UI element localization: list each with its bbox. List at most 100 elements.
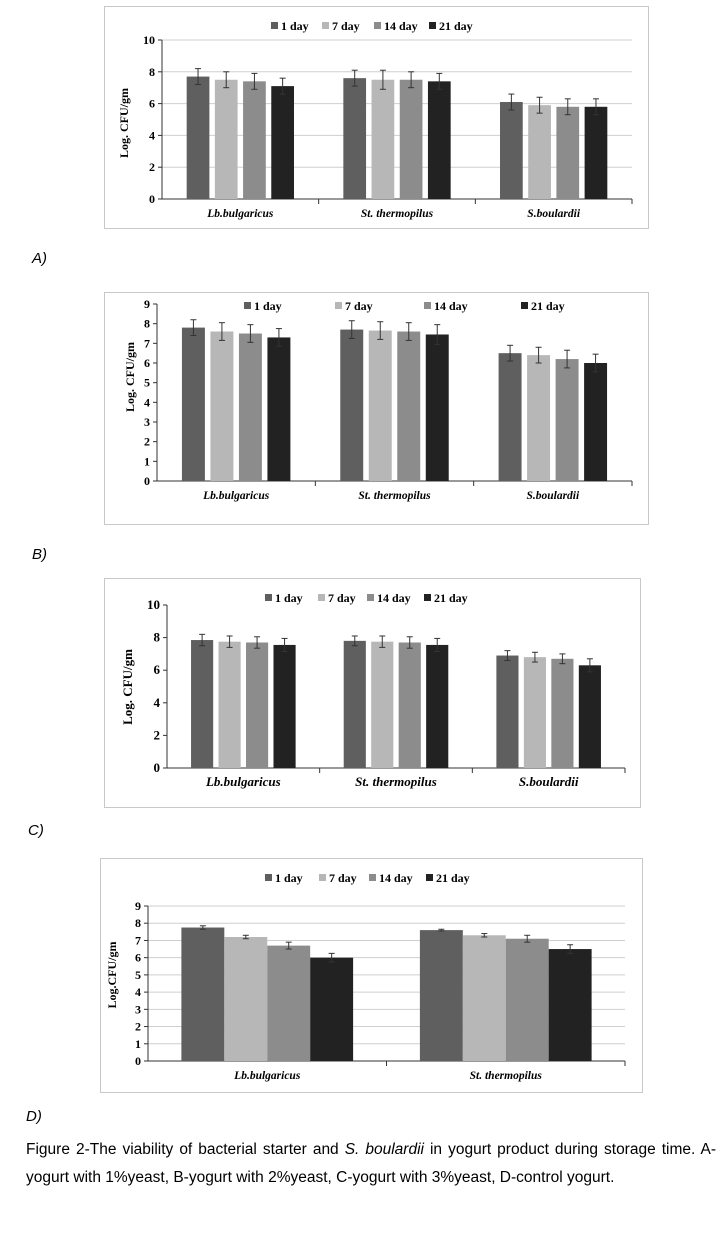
bar [214,79,238,199]
y-tick-label: 2 [135,1020,141,1034]
x-category-label: St. thermopilus [361,208,434,220]
legend-swatch [265,874,272,881]
bar [425,334,449,481]
y-tick-label: 5 [135,968,141,982]
y-tick-label: 0 [144,474,150,488]
legend-label: 14 day [384,19,418,33]
bar [210,331,234,481]
y-tick-label: 0 [154,760,161,775]
legend-swatch [244,302,251,309]
bar [371,641,394,768]
legend-label: 21 day [434,591,468,605]
panel-label-c: C) [28,822,44,839]
bar [267,945,311,1061]
y-tick-label: 4 [154,695,161,710]
x-category-label: St. thermopilus [355,774,437,789]
bar [496,655,519,768]
bar [399,79,423,199]
figure-caption: Figure 2-The viability of bacterial star… [26,1136,716,1192]
y-tick-label: 6 [154,662,161,677]
bar [527,355,551,481]
bar [224,937,268,1061]
y-tick-label: 8 [154,630,161,645]
legend-label: 7 day [345,299,373,313]
y-tick-label: 6 [149,97,155,111]
bar [426,644,449,768]
y-axis-title: Log. CFU/gm [117,88,131,158]
bar [273,644,296,768]
y-tick-label: 6 [144,356,150,370]
y-tick-label: 1 [135,1037,141,1051]
x-category-label: S.boulardii [519,774,579,789]
bar [528,105,551,199]
y-tick-label: 4 [135,985,141,999]
x-category-label: Lb.bulgaricus [206,208,274,220]
bar [578,665,601,768]
legend-swatch [429,22,436,29]
y-axis-title: Log. CFU/gm [120,649,135,725]
legend-label: 21 day [439,19,473,33]
bar [419,930,463,1061]
bar [551,658,574,768]
y-tick-label: 0 [149,192,155,206]
caption-species: S. boulardii [344,1141,424,1158]
y-tick-label: 9 [144,297,150,311]
y-tick-label: 9 [135,899,141,913]
legend-swatch [521,302,528,309]
bar [343,78,367,199]
bar [343,640,366,768]
x-category-label: Lb.bulgaricus [205,774,281,789]
y-tick-label: 8 [135,916,141,930]
caption-text-2: in yogurt product during storage time. A… [26,1141,716,1186]
chart-panel-c: 0 2 4 6 8 10 Log. CFU/gm Lb.bulgaricus St. therm… [104,578,642,809]
bar [548,949,592,1061]
x-category-label: S.boulardii [526,490,580,502]
caption-text-1: Figure 2-The viability of bacterial star… [26,1141,345,1158]
legend-swatch [265,594,272,601]
y-tick-label: 10 [147,597,160,612]
bar [397,331,421,481]
bar [310,957,354,1061]
y-tick-label: 4 [149,128,155,142]
bar [238,333,262,481]
y-axis-title: Log. CFU/gm [123,342,137,412]
bar [427,81,451,199]
y-tick-label: 8 [149,65,155,79]
chart-panel-a: 0 2 4 6 8 10 Log. CFU/gm Lb.bulgaricus St. therm… [104,6,650,230]
legend-swatch [319,874,326,881]
bar [371,79,395,199]
chart-svg: 0 1 2 3 4 5 6 7 8 9 Log.CFU/gm Lb.bulgaricus St. the… [100,858,643,1093]
bar [186,76,210,199]
chart-svg: 0 2 4 6 8 10 Log. CFU/gm Lb.bulgaricus St. therm… [104,578,641,808]
y-tick-label: 6 [135,951,141,965]
x-category-label: Lb.bulgaricus [202,490,270,502]
bar [271,86,294,199]
bar [191,640,214,768]
y-tick-label: 7 [144,336,150,350]
bar [246,642,269,768]
legend-label: 7 day [329,871,357,885]
x-category-label: Lb.bulgaricus [233,1070,301,1082]
bar [498,353,522,481]
legend-label: 1 day [275,871,303,885]
bar [584,363,608,481]
bar [505,938,549,1061]
legend-label: 14 day [434,299,468,313]
panel-label-b: B) [32,546,47,563]
legend-label: 7 day [332,19,360,33]
bar [523,657,546,768]
y-tick-label: 1 [144,454,150,468]
legend-label: 7 day [328,591,356,605]
bar [340,329,364,481]
y-tick-label: 3 [144,415,150,429]
legend-label: 1 day [281,19,309,33]
legend-swatch [426,874,433,881]
bar [584,106,608,199]
bar [398,642,421,768]
legend-label: 14 day [377,591,411,605]
legend-swatch [335,302,342,309]
y-tick-label: 7 [135,933,141,947]
legend-swatch [271,22,278,29]
x-category-label: S.boulardii [527,208,581,220]
panel-label-a: A) [32,250,47,267]
